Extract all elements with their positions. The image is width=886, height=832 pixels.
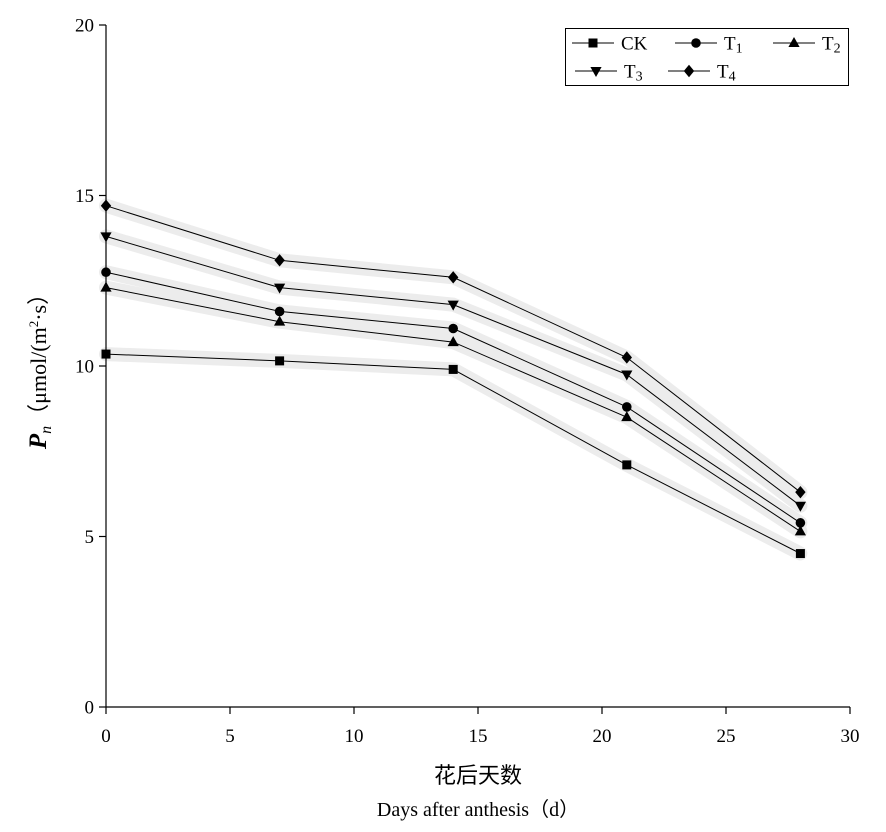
data-point-t2-4 (794, 525, 806, 536)
y-axis-label-unit-start: （μmol/(m (26, 327, 51, 426)
data-point-t4-0 (100, 199, 112, 212)
y-tick-label: 0 (85, 698, 95, 719)
legend-label-subscript: 2 (834, 42, 841, 57)
legend-label-base: T (717, 62, 729, 83)
data-point-t2-0 (100, 281, 112, 292)
data-point-t2-2 (447, 336, 459, 347)
data-point-t4-3 (621, 351, 632, 364)
x-tick-label: 25 (717, 726, 736, 747)
data-point-t2-3 (621, 411, 633, 422)
data-point-t1-3 (622, 402, 632, 412)
data-point-t3-4 (794, 501, 806, 512)
y-axis-label: Pn（μmol/(m2·s） (25, 283, 55, 450)
legend-label-subscript: 4 (729, 70, 736, 85)
data-point-t3-3 (621, 370, 633, 381)
data-point-ck-2 (448, 364, 458, 374)
x-tick-label: 20 (593, 726, 612, 747)
data-point-ck-1 (275, 356, 285, 366)
legend-label-subscript: 1 (736, 42, 743, 57)
x-axis-label-english: Days after anthesis（d） (377, 798, 579, 821)
legend-item-t3: T3 (575, 62, 643, 85)
data-point-t4-1 (274, 254, 285, 267)
x-tick-label: 0 (101, 726, 111, 747)
legend-label-t4: T4 (717, 62, 736, 85)
axes: 0 5 10 15 20 25 30 0 5 10 15 20 (75, 16, 860, 748)
y-axis-label-unit-end: ·s） (26, 283, 51, 321)
data-point-t4-4 (795, 485, 806, 499)
data-point-t1-2 (448, 323, 459, 334)
data-point-t3-1 (274, 283, 286, 294)
legend-item-t1: T1 (675, 34, 743, 57)
legend-box (565, 28, 849, 86)
legend-label-t2: T2 (822, 34, 841, 57)
legend-marker-t3 (590, 67, 602, 77)
data-point-t1-4 (795, 518, 806, 528)
x-tick-label: 15 (469, 726, 488, 747)
y-tick-label: 5 (85, 527, 95, 548)
data-points (100, 199, 806, 559)
y-tick-label: 10 (75, 357, 94, 378)
legend-item-t2: T2 (773, 34, 841, 57)
x-tick-label: 10 (345, 726, 364, 747)
y-axis-label-subscript: n (38, 426, 55, 434)
legend-label-t3: T3 (624, 62, 643, 85)
legend-label-base: T (724, 34, 736, 55)
legend-item-ck: CK (572, 34, 648, 55)
legend-label-t1: T1 (724, 34, 743, 57)
data-point-ck-3 (622, 460, 632, 470)
legend-item-t4: T4 (668, 62, 736, 85)
y-axis-label-symbol: P (25, 433, 52, 450)
y-tick-label: 20 (75, 16, 94, 37)
data-point-t2-1 (274, 315, 286, 326)
data-point-t3-0 (100, 232, 112, 243)
data-point-t1-0 (101, 267, 111, 278)
data-point-t3-2 (447, 300, 459, 311)
y-tick-label: 15 (75, 186, 94, 207)
legend-marker-t4 (683, 64, 695, 78)
legend-marker-ck (588, 38, 598, 48)
legend-label-subscript: 3 (636, 70, 643, 85)
data-point-ck-4 (795, 549, 805, 559)
legend-marker-t2 (788, 37, 800, 47)
x-axis-label-chinese: 花后天数 (434, 763, 522, 788)
legend-marker-t1 (691, 38, 701, 48)
x-tick-label: 5 (225, 726, 235, 747)
legend-label-base: T (822, 34, 834, 55)
data-point-ck-0 (101, 349, 111, 359)
legend-label-base: CK (621, 34, 648, 55)
legend-label-base: T (624, 62, 636, 83)
x-tick-label: 30 (841, 726, 860, 747)
legend-label-ck: CK (621, 34, 648, 55)
y-axis-label-unit-superscript: 2 (26, 321, 41, 328)
data-point-t4-2 (448, 271, 459, 284)
data-point-t1-1 (274, 306, 285, 317)
